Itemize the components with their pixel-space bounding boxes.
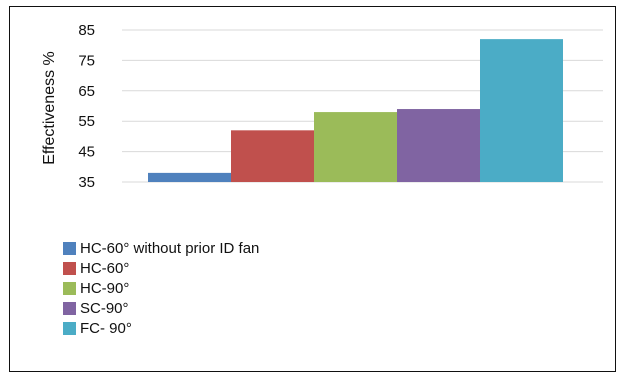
legend-label: HC-60° (80, 259, 130, 277)
legend-item: SC-90° (63, 298, 259, 318)
y-tick-label-65: 65 (78, 83, 95, 100)
y-tick-label-45: 45 (78, 144, 95, 161)
legend-label: FC- 90° (80, 319, 132, 337)
y-tick-label-55: 55 (78, 113, 95, 130)
legend-label: SC-90° (80, 299, 129, 317)
y-tick-label-35: 35 (78, 174, 95, 191)
legend: HC-60° without prior ID fan HC-60° HC-90° S… (63, 238, 259, 338)
legend-swatch (63, 301, 76, 315)
bars (148, 39, 563, 183)
legend-label: HC-90° (80, 279, 130, 297)
bar-0 (148, 172, 231, 182)
legend-swatch (63, 281, 76, 295)
bar-4 (480, 39, 563, 183)
legend-swatch (63, 241, 76, 255)
y-tick-label-75: 75 (78, 52, 95, 69)
y-tick-labels: 35 45 55 65 75 85 (78, 22, 95, 191)
legend-item: FC- 90° (63, 318, 259, 338)
bar-1 (231, 130, 314, 182)
legend-item: HC-60° (63, 258, 259, 278)
legend-swatch (63, 261, 76, 275)
legend-item: HC-90° (63, 278, 259, 298)
y-tick-label-85: 85 (78, 22, 95, 39)
bar-2 (314, 112, 397, 182)
legend-swatch (63, 321, 76, 335)
legend-label: HC-60° without prior ID fan (80, 239, 260, 257)
legend-item: HC-60° without prior ID fan (63, 238, 259, 258)
bar-3 (397, 109, 480, 182)
y-axis-label: Effectiveness % (41, 51, 58, 165)
